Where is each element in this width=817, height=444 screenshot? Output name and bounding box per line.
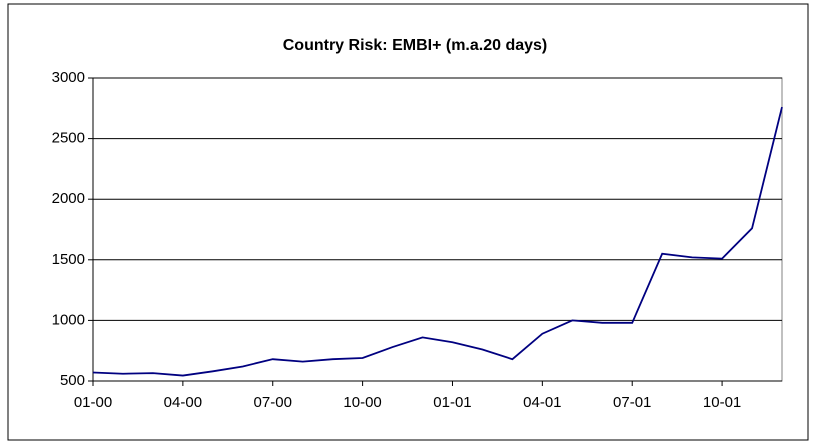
y-tick-label: 1000 xyxy=(52,311,85,328)
y-tick-label: 2000 xyxy=(52,190,85,207)
y-tick-label: 3000 xyxy=(52,69,85,86)
x-tick-label: 07-01 xyxy=(613,394,651,411)
x-tick-label: 10-00 xyxy=(343,394,381,411)
x-tick-label: 04-00 xyxy=(164,394,202,411)
chart-title: Country Risk: EMBI+ (m.a.20 days) xyxy=(283,37,548,54)
plot-area xyxy=(92,77,783,382)
x-tick-label: 10-01 xyxy=(703,394,741,411)
y-tick-label: 1500 xyxy=(52,251,85,268)
y-tick-label: 2500 xyxy=(52,130,85,147)
data-line xyxy=(92,106,783,377)
y-tick-label: 500 xyxy=(60,372,85,389)
x-tick-label: 04-01 xyxy=(523,394,561,411)
x-tick-label: 01-01 xyxy=(433,394,471,411)
x-tick-label: 07-00 xyxy=(254,394,292,411)
x-tick-label: 01-00 xyxy=(74,394,112,411)
